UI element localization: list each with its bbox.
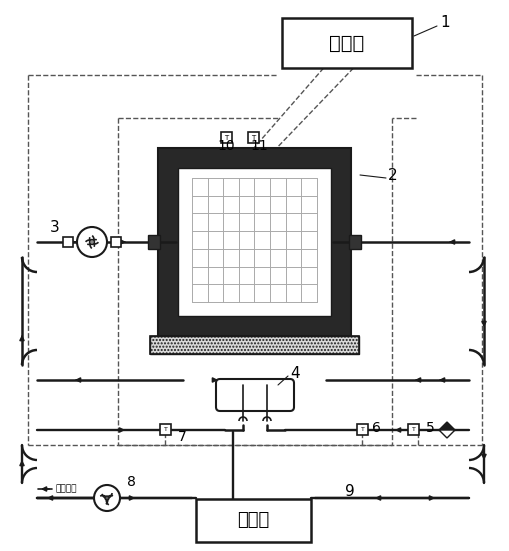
Circle shape (89, 240, 94, 245)
Bar (220, 132, 232, 143)
Bar (178, 168, 330, 316)
Bar (281, 18, 411, 68)
Text: 热用户: 热用户 (237, 511, 269, 530)
Bar (356, 424, 367, 435)
Bar (150, 336, 358, 354)
Text: 3: 3 (50, 220, 60, 235)
Circle shape (77, 227, 107, 257)
Bar (111, 237, 121, 247)
Bar (407, 424, 418, 435)
Text: T: T (163, 427, 167, 432)
Bar (195, 499, 310, 542)
Text: 7: 7 (178, 430, 186, 444)
Polygon shape (438, 430, 454, 438)
Text: T: T (224, 134, 228, 141)
Text: T: T (360, 427, 364, 432)
Bar (148, 235, 160, 249)
Circle shape (94, 485, 120, 511)
Text: 1: 1 (439, 14, 449, 30)
Text: T: T (411, 427, 415, 432)
Text: 6: 6 (371, 421, 380, 435)
Circle shape (105, 496, 109, 500)
Text: 4: 4 (290, 366, 299, 381)
Text: 接补水管: 接补水管 (55, 484, 76, 494)
Text: 5: 5 (425, 421, 434, 435)
FancyBboxPatch shape (216, 379, 293, 411)
Polygon shape (438, 422, 454, 430)
Text: 2: 2 (387, 168, 397, 182)
Bar (158, 148, 350, 336)
Bar (348, 235, 360, 249)
Text: 控制器: 控制器 (329, 34, 364, 52)
Text: T: T (251, 134, 255, 141)
Bar (63, 237, 73, 247)
Bar (247, 132, 259, 143)
Text: 9: 9 (344, 484, 354, 500)
Text: 10: 10 (217, 139, 234, 153)
Bar (150, 336, 358, 354)
Bar (160, 424, 171, 435)
Text: 11: 11 (249, 139, 267, 153)
Text: 8: 8 (127, 475, 135, 489)
